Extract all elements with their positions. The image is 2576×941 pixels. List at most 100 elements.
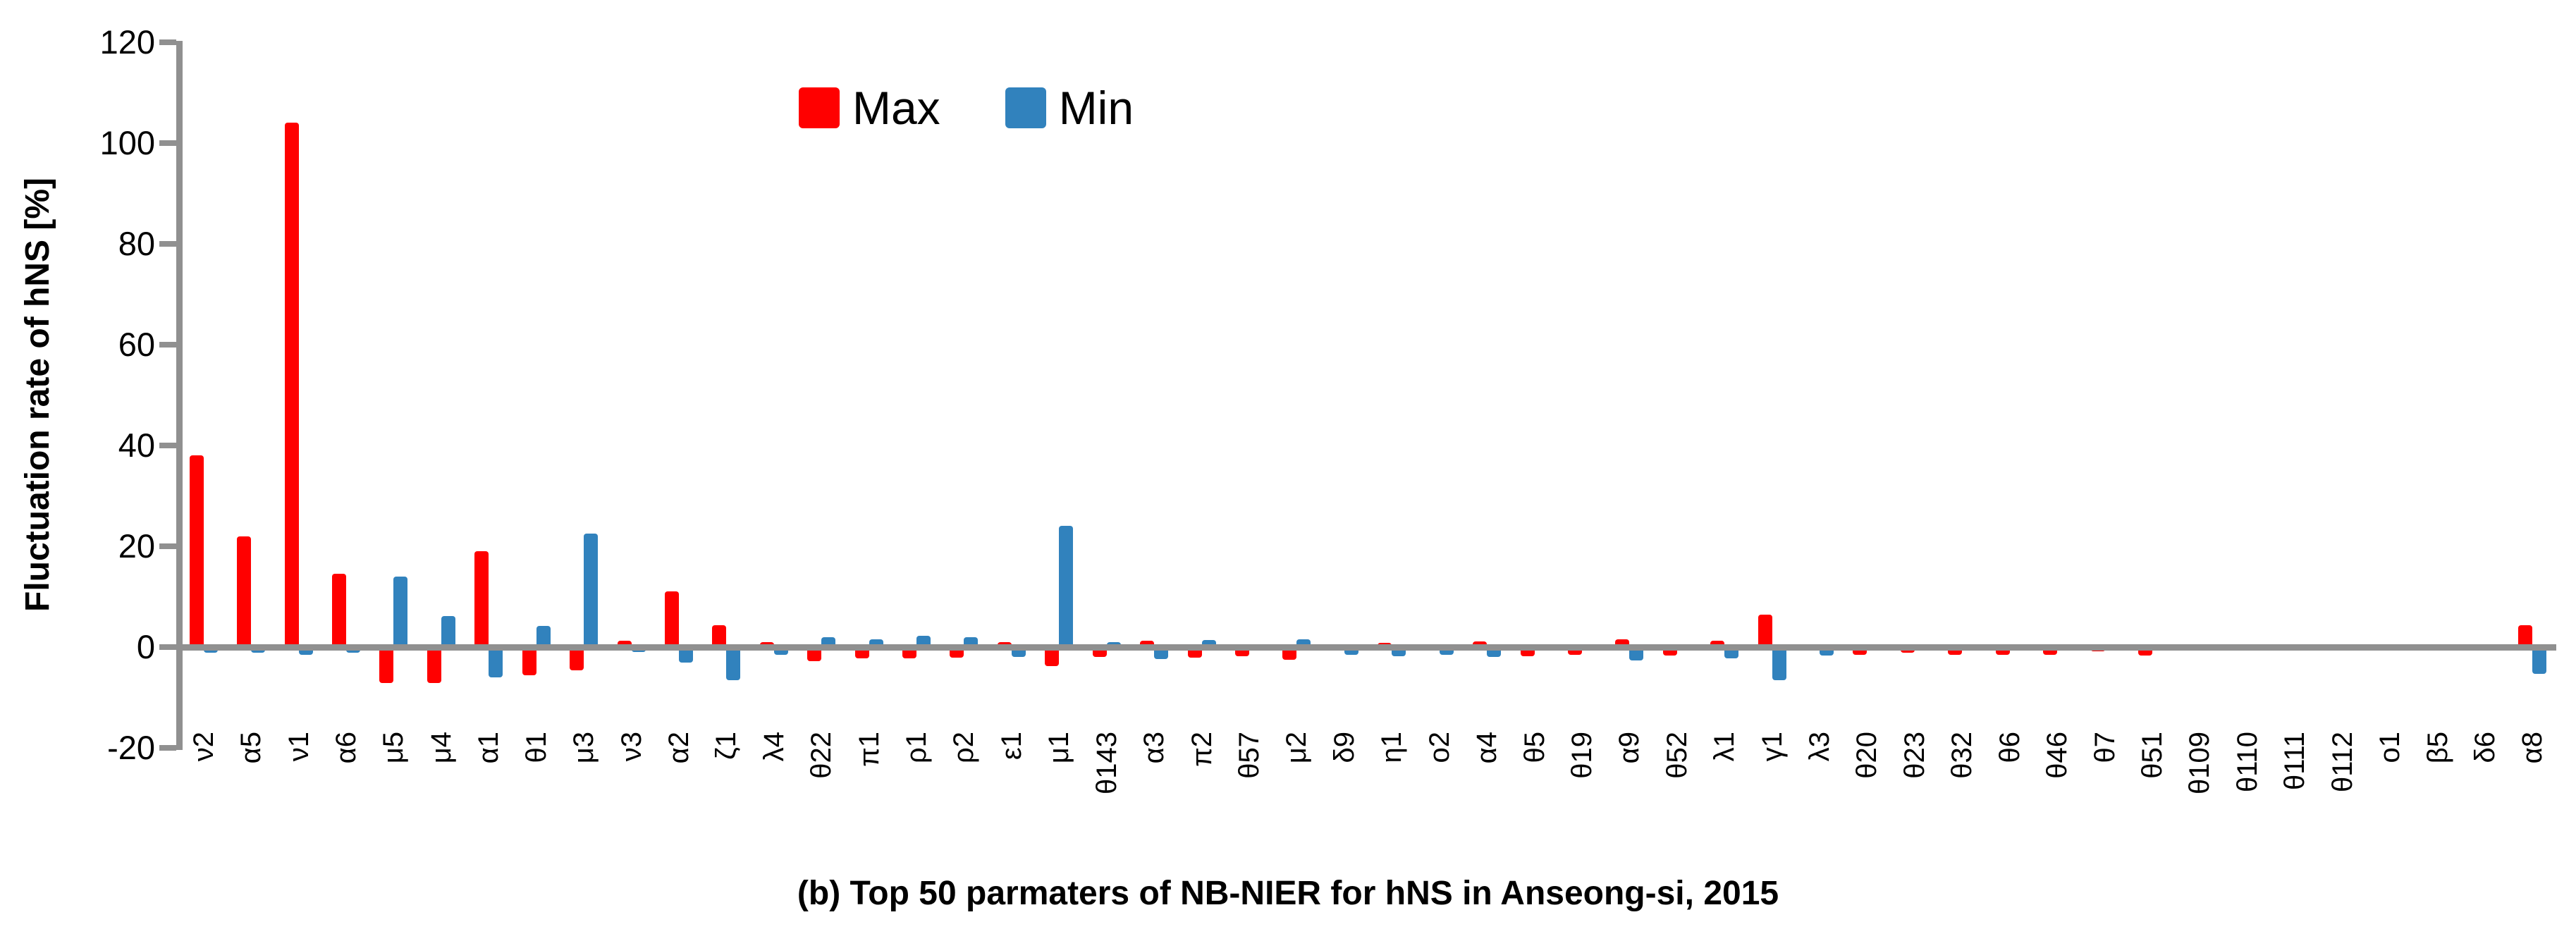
y-tick-label-20: 20 xyxy=(118,527,155,565)
legend: Max Min xyxy=(799,85,1134,131)
x-tick-label-θ22: θ22 xyxy=(806,732,838,779)
y-tick-80 xyxy=(159,241,176,247)
x-tick-label-θ109: θ109 xyxy=(2184,732,2216,794)
y-tick-label-100: 100 xyxy=(99,124,155,161)
bar-min-o2 xyxy=(1439,647,1454,656)
y-tick-label--20: -20 xyxy=(107,729,155,766)
x-tick-label-α8: α8 xyxy=(2517,732,2549,764)
x-tick-label-o1: o1 xyxy=(2374,732,2405,763)
x-tick-label-μ2: μ2 xyxy=(1281,732,1313,764)
bar-max-μ1 xyxy=(1045,647,1060,666)
bar-min-α8 xyxy=(2532,647,2547,674)
x-tick-label-α1: α1 xyxy=(473,732,505,764)
x-tick-label-μ1: μ1 xyxy=(1043,732,1075,764)
x-tick-label-θ6: θ6 xyxy=(1994,732,2025,763)
legend-max-swatch xyxy=(799,87,840,128)
bar-max-μ5 xyxy=(379,647,394,684)
x-tick-label-μ3: μ3 xyxy=(568,732,600,764)
legend-max-label: Max xyxy=(852,82,940,134)
bar-min-ζ1 xyxy=(726,647,741,680)
x-tick-label-θ5: θ5 xyxy=(1519,732,1550,763)
bar-max-ν1 xyxy=(284,123,299,650)
x-tick-label-θ52: θ52 xyxy=(1661,732,1693,779)
x-tick-label-α5: α5 xyxy=(235,732,267,764)
bar-max-θ20 xyxy=(1853,647,1867,656)
x-tick-label-γ1: γ1 xyxy=(1756,732,1788,762)
x-tick-label-θ110: θ110 xyxy=(2231,732,2263,793)
bar-max-γ1 xyxy=(1758,614,1772,650)
bar-max-μ3 xyxy=(570,647,584,670)
x-tick-label-λ1: λ1 xyxy=(1709,732,1741,762)
x-tick-label-θ143: θ143 xyxy=(1091,732,1122,794)
x-tick-label-α3: α3 xyxy=(1139,732,1170,764)
bar-min-μ3 xyxy=(584,534,599,650)
x-tick-label-ρ1: ρ1 xyxy=(901,732,932,763)
x-tick-label-ε1: ε1 xyxy=(995,732,1027,761)
x-tick-label-π1: π1 xyxy=(853,732,885,767)
x-tick-label-θ23: θ23 xyxy=(1899,732,1930,779)
x-tick-label-α2: α2 xyxy=(663,732,694,764)
x-tick-label-α4: α4 xyxy=(1471,732,1503,764)
bar-min-μ1 xyxy=(1059,526,1074,650)
legend-min-swatch xyxy=(1005,87,1046,128)
x-tick-label-μ5: μ5 xyxy=(378,732,410,764)
bar-max-μ4 xyxy=(427,647,441,684)
bar-max-θ51 xyxy=(2138,647,2152,656)
x-tick-label-θ57: θ57 xyxy=(1234,732,1265,779)
bar-max-θ19 xyxy=(1567,647,1582,656)
x-tick-label-θ1: θ1 xyxy=(520,732,552,763)
x-tick-label-α6: α6 xyxy=(331,732,362,764)
x-tick-label-λ4: λ4 xyxy=(758,732,790,762)
legend-min-label: Min xyxy=(1058,82,1134,134)
bar-max-θ32 xyxy=(1948,647,1963,656)
x-tick-label-θ46: θ46 xyxy=(2042,732,2073,779)
bar-max-α1 xyxy=(474,551,489,650)
y-axis-title: Fluctuation rate of hNS [%] xyxy=(19,178,56,612)
x-tick-label-ρ2: ρ2 xyxy=(948,732,980,763)
bar-min-α1 xyxy=(489,647,503,678)
bar-min-λ4 xyxy=(773,647,788,656)
x-tick-label-θ19: θ19 xyxy=(1566,732,1597,779)
x-tick-label-π2: π2 xyxy=(1186,732,1218,767)
y-tick-label-80: 80 xyxy=(118,225,155,262)
x-tick-label-δ9: δ9 xyxy=(1328,732,1360,763)
bar-max-α5 xyxy=(237,536,252,650)
x-tick-label-δ6: δ6 xyxy=(2469,732,2501,763)
x-tick-label-θ7: θ7 xyxy=(2089,732,2121,763)
x-tick-label-θ111: θ111 xyxy=(2279,732,2311,791)
y-tick-label-120: 120 xyxy=(99,23,155,61)
y-tick-label-0: 0 xyxy=(136,628,155,665)
x-tick-label-λ3: λ3 xyxy=(1804,732,1835,762)
bar-max-ζ1 xyxy=(712,625,727,650)
x-tick-label-β5: β5 xyxy=(2422,732,2453,764)
bar-max-ν2 xyxy=(189,455,204,650)
bar-min-ν1 xyxy=(298,647,313,656)
x-tick-label-α9: α9 xyxy=(1614,732,1645,764)
y-tick-100 xyxy=(159,140,176,146)
x-tick-label-ζ1: ζ1 xyxy=(711,732,742,760)
y-tick--20 xyxy=(159,745,176,751)
x-tick-label-ν2: ν2 xyxy=(188,732,219,762)
bar-min-α2 xyxy=(678,647,693,663)
bar-min-θ1 xyxy=(536,626,551,650)
y-tick-120 xyxy=(159,39,176,45)
x-tick-label-θ112: θ112 xyxy=(2326,732,2358,793)
bar-max-α8 xyxy=(2518,625,2533,650)
x-axis-line xyxy=(176,644,2556,651)
x-tick-label-θ51: θ51 xyxy=(2136,732,2168,779)
bar-min-μ4 xyxy=(441,615,455,650)
bar-max-θ6 xyxy=(1995,647,2010,656)
chart-caption: (b) Top 50 parmaters of NB-NIER for hNS … xyxy=(797,875,1779,912)
bar-max-θ46 xyxy=(2043,647,2058,656)
y-tick-label-40: 40 xyxy=(118,426,155,464)
bar-max-α6 xyxy=(332,574,346,650)
bar-min-λ3 xyxy=(1820,647,1834,656)
y-tick-60 xyxy=(159,342,176,348)
x-tick-label-ν3: ν3 xyxy=(615,732,647,762)
bar-min-γ1 xyxy=(1772,647,1786,680)
bar-max-θ1 xyxy=(522,647,536,675)
y-tick-40 xyxy=(159,443,176,448)
x-tick-label-θ32: θ32 xyxy=(1946,732,1978,779)
x-tick-label-μ4: μ4 xyxy=(425,732,457,764)
